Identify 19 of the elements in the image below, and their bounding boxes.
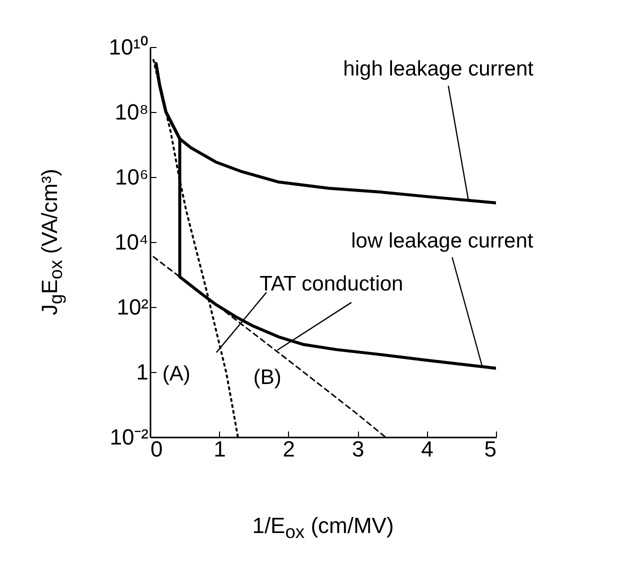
y-tick-label: 1 bbox=[136, 360, 148, 384]
x-tick-label: 4 bbox=[421, 436, 434, 462]
x-tick-label: 2 bbox=[282, 436, 296, 462]
annotation: (B) bbox=[253, 366, 282, 390]
annotation: (A) bbox=[162, 362, 190, 386]
annotation: high leakage current bbox=[343, 58, 534, 81]
y-tick-label: 10⁸ bbox=[114, 100, 148, 124]
x-tick-label: 3 bbox=[352, 436, 364, 462]
y-tick-label: 10⁻² bbox=[110, 424, 148, 450]
y-tick-label: 10⁶ bbox=[114, 164, 148, 190]
y-tick-label: 10¹⁰ bbox=[108, 34, 148, 60]
y-tick-label: 10² bbox=[116, 294, 148, 320]
y-tick-label: 10⁴ bbox=[114, 230, 148, 254]
annotation: TAT conduction bbox=[260, 272, 404, 296]
x-tick-label: 1 bbox=[214, 436, 226, 462]
x-axis-title: 1/E$_{ox}$ (cm/MV) bbox=[252, 512, 394, 544]
x-tick-label: 0 bbox=[150, 436, 163, 462]
x-tick-label: 5 bbox=[484, 436, 496, 462]
annotation: low leakage current bbox=[351, 229, 534, 252]
